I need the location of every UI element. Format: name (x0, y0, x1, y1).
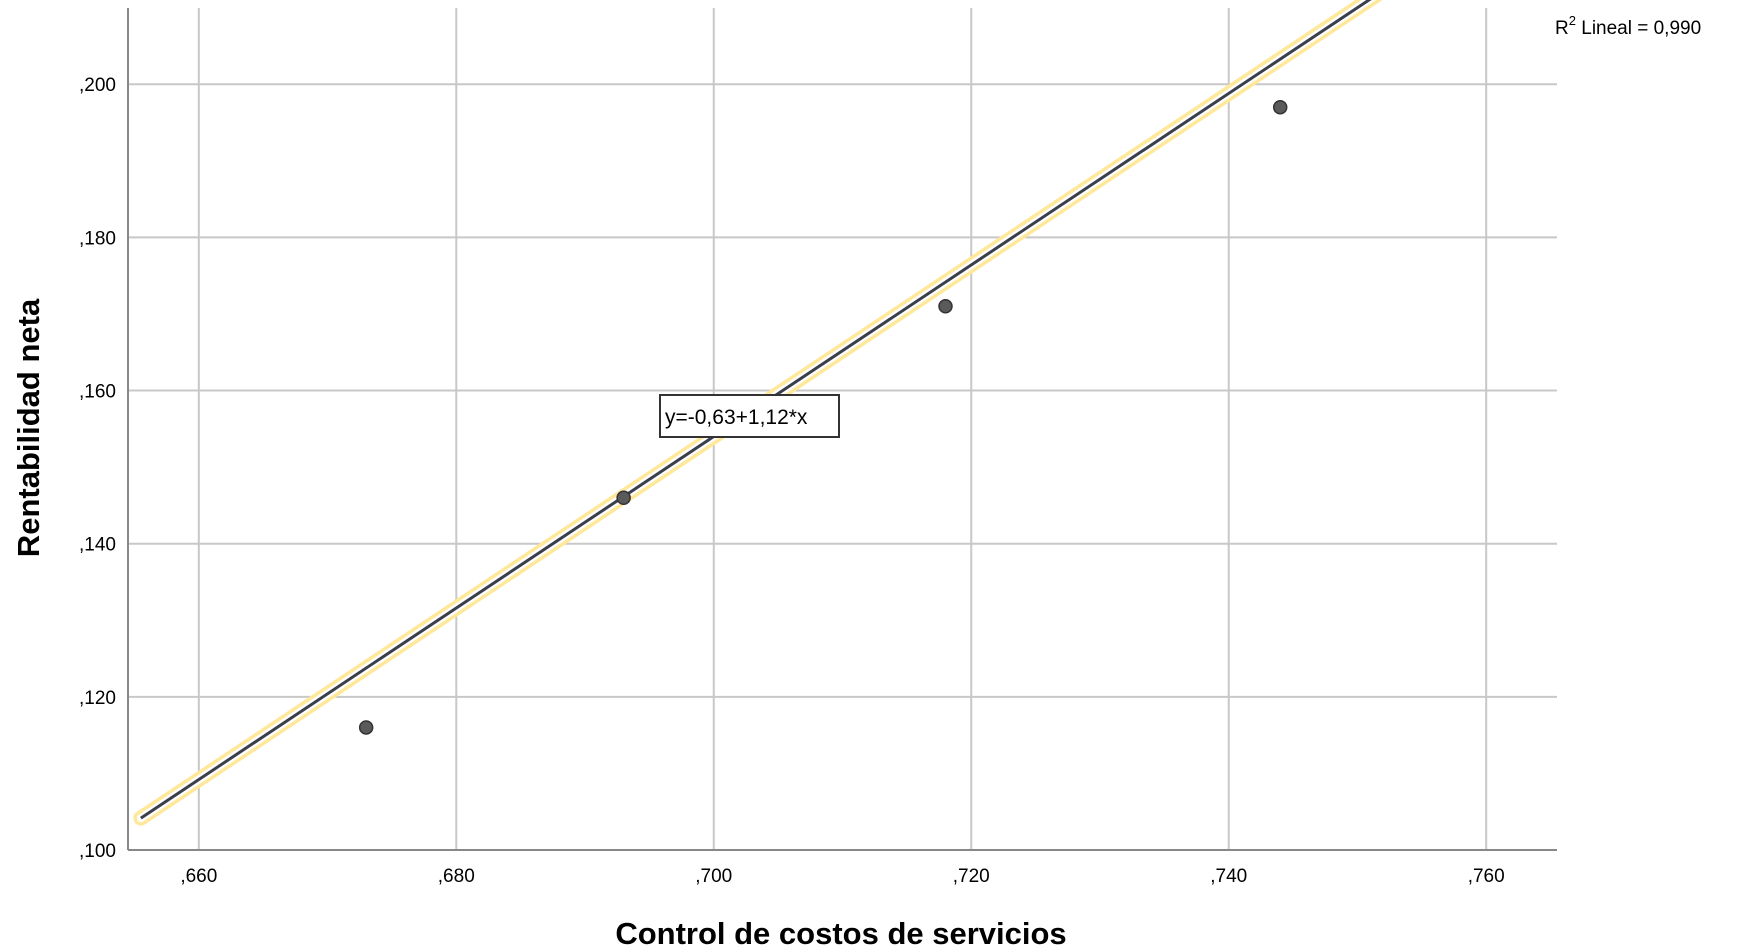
y-tick-label: ,160 (79, 382, 116, 403)
equation-box (659, 394, 840, 438)
equation-label: y=-0,63+1,12*x (659, 394, 840, 438)
x-tick-label: ,700 (695, 866, 732, 887)
x-tick-labels: ,660 ,680 ,700 ,720 ,740 ,760 (180, 866, 1504, 887)
y-tick-label: ,180 (79, 228, 116, 249)
y-tick-label: ,200 (79, 75, 116, 96)
x-tick-label: ,720 (953, 866, 990, 887)
data-point (938, 299, 953, 314)
data-points (358, 99, 1288, 735)
x-tick-label: ,660 (180, 866, 217, 887)
axes (127, 8, 1557, 851)
fit-line-group (133, 0, 1383, 826)
x-tick-label: ,760 (1468, 866, 1505, 887)
r2-label: R2 Lineal = 0,990 (1555, 13, 1701, 39)
data-point (1272, 99, 1288, 115)
x-tick-label: ,680 (438, 866, 475, 887)
data-point (358, 720, 374, 735)
y-tick-label: ,100 (79, 841, 116, 862)
grid-lines (128, 8, 1557, 850)
y-tick-label: ,140 (79, 535, 116, 556)
y-axis-title: Rentabilidad neta (11, 298, 46, 557)
x-tick-label: ,740 (1210, 866, 1247, 887)
y-tick-labels: ,100 ,120 ,140 ,160 ,180 ,200 (79, 75, 116, 862)
fit-line (140, 0, 1372, 820)
x-axis-title: Control de costos de servicios (615, 916, 1066, 950)
equation-text: y=-0,63+1,12*x (665, 406, 808, 429)
y-tick-label: ,120 (79, 688, 116, 709)
data-point (616, 490, 631, 505)
